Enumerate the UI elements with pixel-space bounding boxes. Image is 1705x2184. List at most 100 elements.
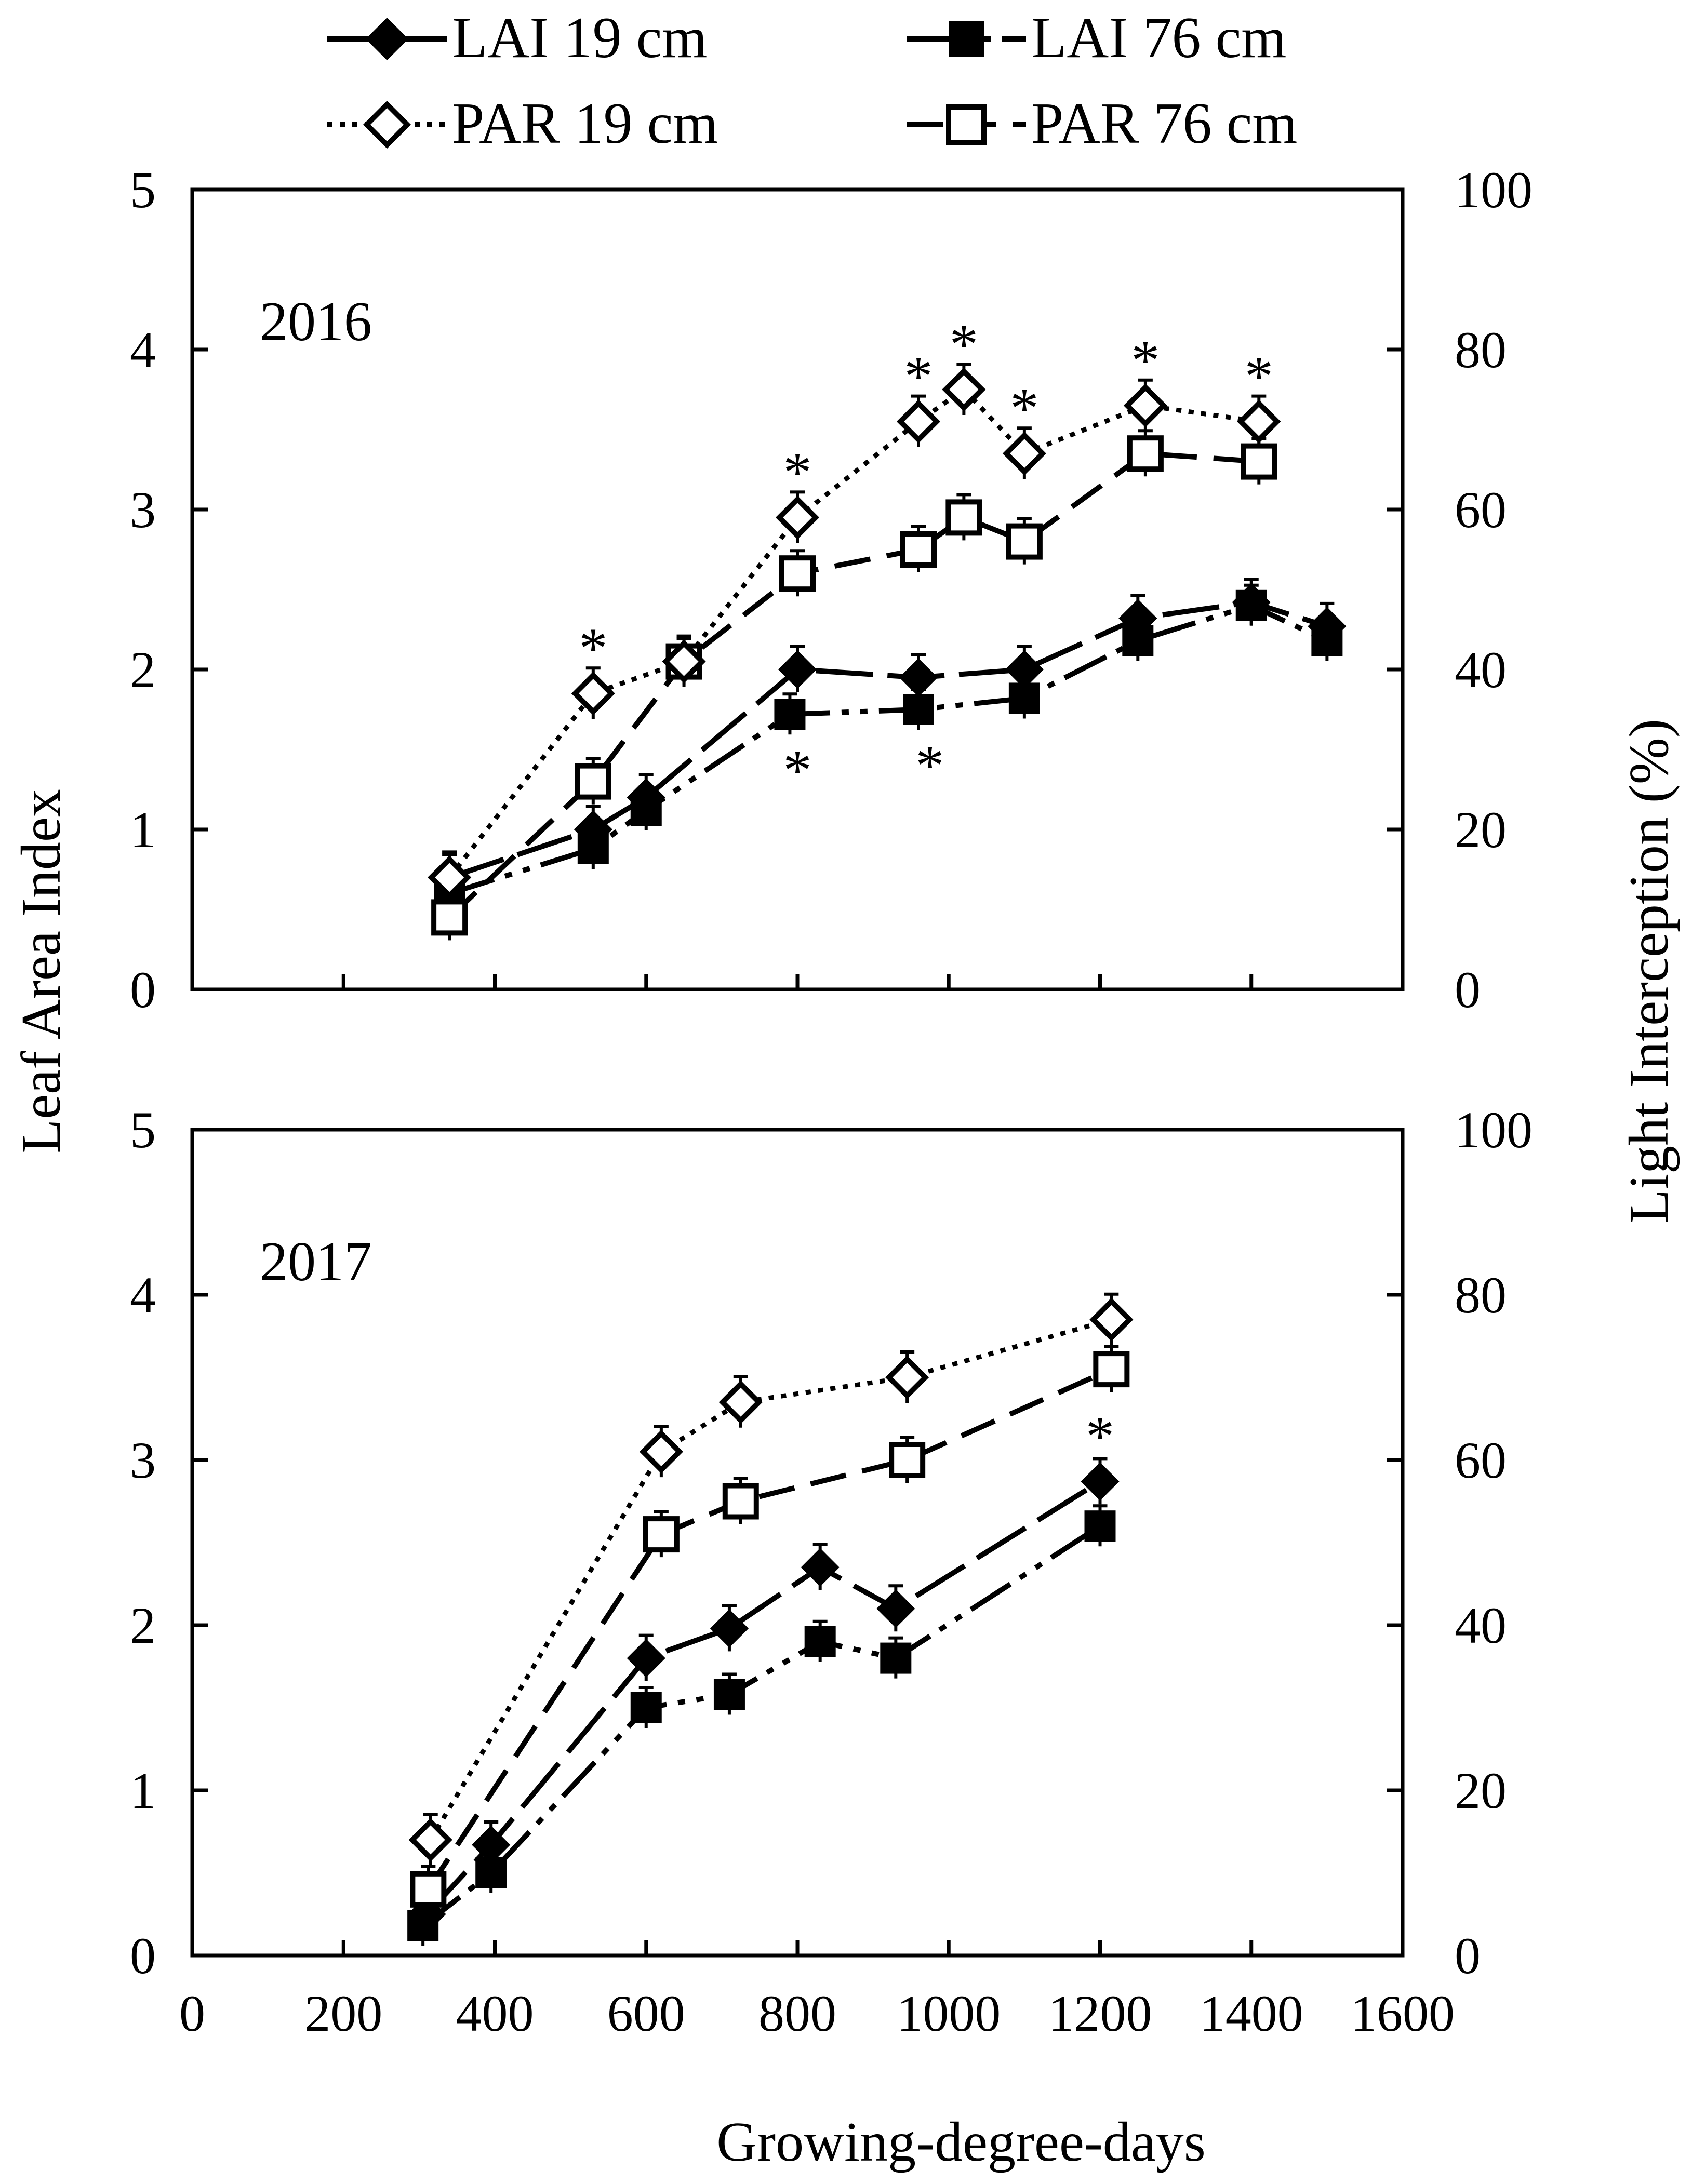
y-tick-label-left: 0 [130, 961, 156, 1019]
data-point-lai76 [630, 1692, 662, 1723]
y-tick-label-right: 20 [1455, 801, 1507, 859]
x-tick-label: 200 [304, 1985, 382, 2042]
data-point-par19 [1089, 1297, 1134, 1342]
y-tick-label-left: 5 [130, 161, 156, 219]
data-point-par19 [571, 672, 615, 716]
data-point-lai19 [778, 650, 817, 689]
y-tick-label-right: 40 [1455, 1597, 1507, 1654]
panel-2017: 2017 0 1 2 3 4 5 0 20 40 60 80 100 * [130, 1101, 1533, 1985]
data-point-lai19 [1005, 650, 1044, 689]
data-point-par76 [1241, 443, 1277, 480]
series-line-lai19 [424, 1479, 1102, 1916]
x-tick-label: 1400 [1200, 1985, 1303, 2042]
x-axis-ticks: 0 200 400 600 800 1000 1200 1400 1600 [179, 1985, 1455, 2042]
y-tick-label-right: 20 [1455, 1762, 1507, 1819]
data-point-par76 [410, 1871, 447, 1908]
y-tick-label-left: 2 [130, 1597, 156, 1654]
data-point-lai19 [1308, 607, 1347, 646]
series-line-par19 [447, 386, 1259, 879]
y-tick-label-right: 80 [1455, 1266, 1507, 1324]
significance-star: * [1131, 329, 1160, 392]
y-tick-label-left: 2 [130, 641, 156, 699]
year-label-2016: 2016 [260, 291, 372, 353]
data-point-par76 [1093, 1351, 1130, 1388]
data-point-lai76 [804, 1626, 836, 1657]
legend-item-par19: PAR 19 cm [327, 91, 718, 156]
legend-marker-lai19 [365, 17, 409, 61]
series-line-par19 [428, 1317, 1112, 1841]
y-tick-label-left: 5 [130, 1101, 156, 1159]
y-tick-label-left: 3 [130, 1431, 156, 1489]
legend-item-lai76: LAI 76 cm [907, 6, 1286, 70]
significance-star: * [1010, 377, 1038, 440]
x-tick-label: 1200 [1048, 1985, 1152, 2042]
legend-marker-par19 [363, 100, 411, 149]
data-point-par76 [722, 1483, 759, 1520]
axes-2017: 0 1 2 3 4 5 0 20 40 60 80 100 [130, 1101, 1533, 1985]
y-axis-title-right: Light Interception (%) [1618, 719, 1680, 1224]
legend-marker-shape-par19 [363, 100, 411, 149]
y-tick-label-right: 60 [1455, 1431, 1507, 1489]
legend-label-par19: PAR 19 cm [452, 91, 718, 156]
axes-2016: 0 1 2 3 4 5 0 20 40 60 80 100 [130, 161, 1533, 1019]
data-point-par19 [942, 367, 986, 412]
y-tick-label-right: 0 [1455, 961, 1481, 1019]
legend-item-par76: PAR 76 cm [907, 91, 1297, 156]
legend-marker-shape-lai76 [949, 21, 984, 57]
data-point-par76 [900, 531, 937, 568]
plot-area-2016: * * * * * * * * * [428, 313, 1347, 941]
legend: LAI 19 cm LAI 76 cm PAR 19 cm PAR 76 cm [327, 6, 1297, 156]
data-point-par76 [643, 1516, 680, 1553]
y-tick-label-left: 1 [130, 1762, 156, 1819]
y-tick-label-right: 40 [1455, 641, 1507, 699]
data-point-lai19 [627, 778, 665, 817]
legend-marker-shape-lai19 [365, 17, 409, 61]
significance-star: * [950, 313, 978, 376]
legend-marker-par76 [946, 104, 987, 145]
x-tick-label: 600 [607, 1985, 685, 2042]
data-point-lai19 [710, 1609, 749, 1648]
data-point-par19 [718, 1380, 763, 1424]
y-tick-label-right: 80 [1455, 321, 1507, 379]
data-point-lai19 [1081, 1462, 1120, 1501]
data-point-lai76 [880, 1642, 912, 1674]
data-point-lai19 [627, 1639, 665, 1678]
legend-marker-lai76 [949, 21, 984, 57]
legend-label-lai76: LAI 76 cm [1031, 6, 1286, 70]
data-point-par19 [1123, 383, 1167, 427]
data-point-par76 [431, 899, 468, 936]
y-tick-label-right: 0 [1455, 1927, 1481, 1985]
data-point-par19 [428, 855, 472, 900]
x-tick-label: 400 [456, 1985, 534, 2042]
y-tick-label-left: 3 [130, 481, 156, 539]
data-point-lai19 [876, 1589, 915, 1628]
x-tick-label: 800 [758, 1985, 836, 2042]
x-axis-title: Growing-degree-days [716, 2111, 1206, 2173]
data-point-par19 [1002, 432, 1046, 476]
x-tick-label: 1000 [897, 1985, 1001, 2042]
data-point-par19 [885, 1355, 929, 1400]
legend-marker-shape-par76 [946, 104, 987, 145]
plot-frame-2017 [190, 1128, 1405, 1958]
y-tick-label-right: 100 [1455, 161, 1533, 219]
data-point-lai19 [801, 1548, 840, 1587]
significance-star: * [783, 739, 812, 802]
significance-star: * [579, 617, 607, 680]
data-point-par76 [1006, 523, 1043, 560]
data-point-lai19 [899, 658, 938, 697]
data-point-par19 [1237, 399, 1281, 444]
data-point-lai19 [574, 810, 612, 849]
data-point-lai19 [472, 1825, 511, 1865]
data-point-par76 [575, 763, 611, 800]
legend-item-lai19: LAI 19 cm [327, 6, 707, 70]
x-tick-label: 0 [179, 1985, 205, 2042]
plot-area-2017: * [407, 1292, 1134, 1946]
data-point-lai76 [774, 699, 806, 730]
year-label-2017: 2017 [260, 1231, 372, 1293]
legend-label-par76: PAR 76 cm [1031, 91, 1297, 156]
data-point-par19 [408, 1818, 452, 1862]
significance-star: * [1245, 345, 1273, 408]
y-tick-label-left: 1 [130, 801, 156, 859]
data-point-par76 [945, 499, 982, 536]
